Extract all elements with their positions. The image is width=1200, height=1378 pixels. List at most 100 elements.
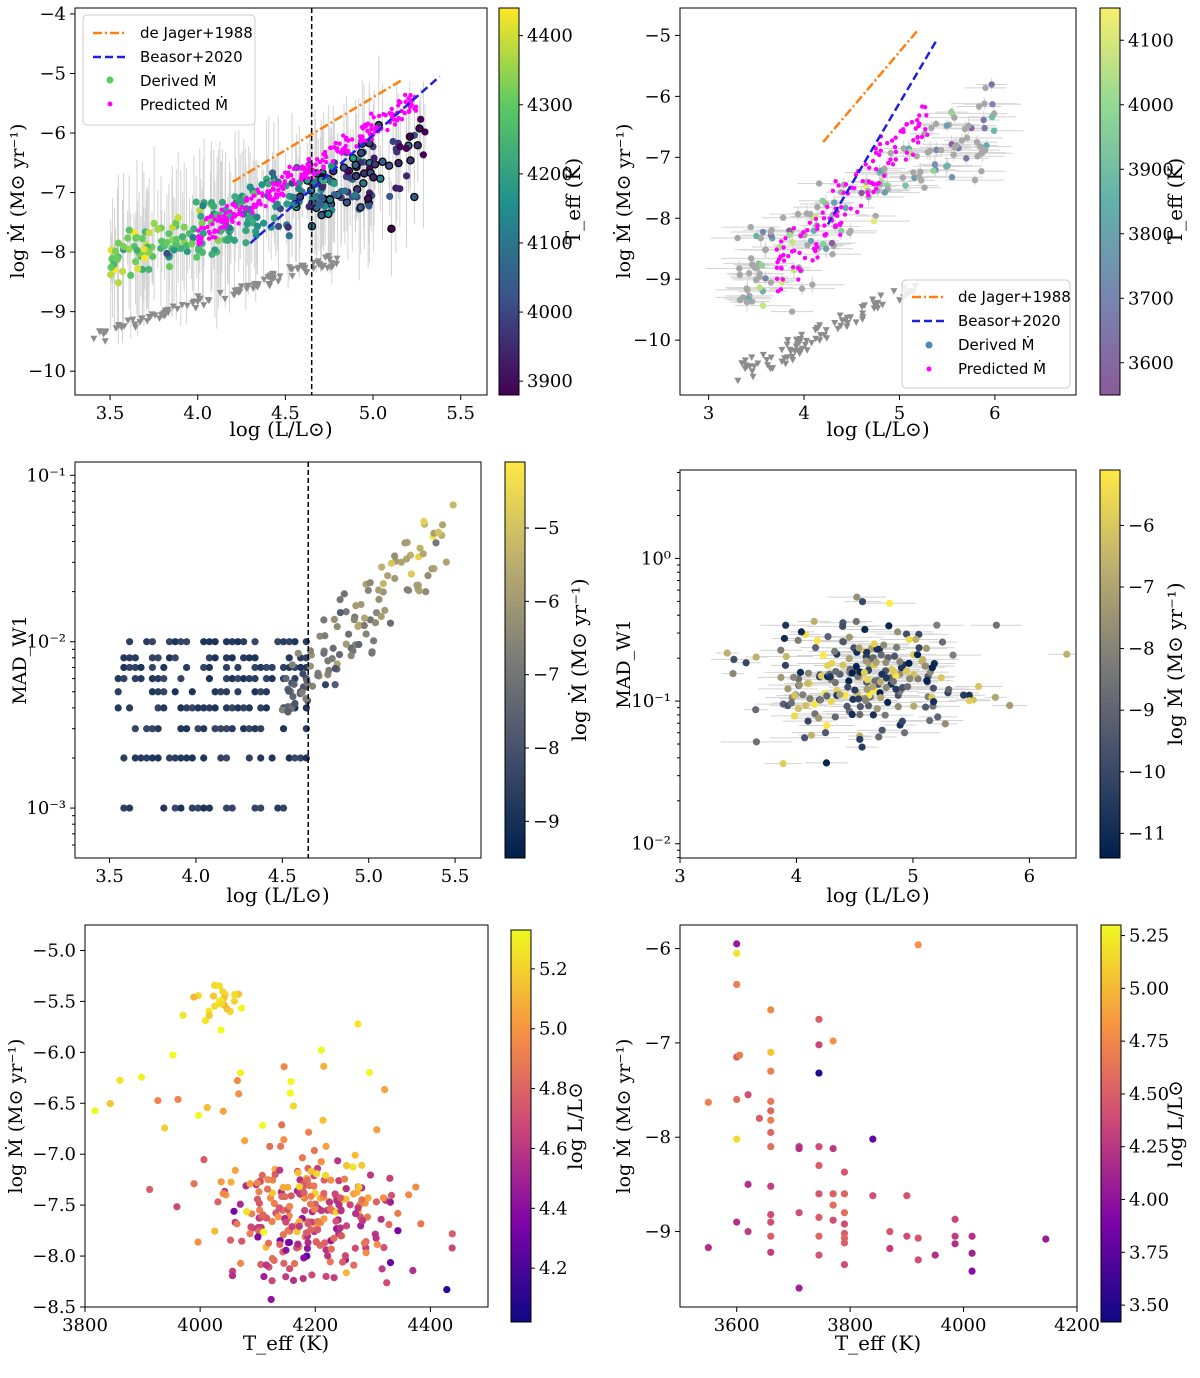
derived-point	[787, 699, 796, 707]
data-point	[951, 1215, 959, 1223]
data-point	[125, 704, 134, 712]
derived-point	[410, 192, 419, 202]
data-point	[291, 754, 299, 762]
upper-limit-marker	[741, 365, 749, 373]
predicted-point	[922, 104, 928, 110]
panel-1-legend-derived: Derived Ṁ	[140, 71, 216, 90]
upper-limit-marker	[173, 305, 181, 313]
data-point	[165, 638, 174, 646]
derived-point	[734, 234, 741, 242]
derived-point	[336, 595, 344, 604]
derived-point	[950, 151, 957, 159]
predicted-point	[802, 255, 808, 261]
derived-point	[922, 662, 930, 670]
predicted-point	[408, 93, 413, 98]
derived-point	[933, 146, 940, 154]
data-point	[234, 663, 242, 672]
derived-point	[376, 174, 385, 183]
predicted-point	[774, 265, 780, 270]
panel-2-legend-predicted: Predicted Ṁ	[958, 359, 1046, 378]
upper-limit-marker	[333, 260, 341, 268]
data-point	[131, 725, 139, 733]
panel-6-x-label: T_eff (K)	[835, 1331, 921, 1355]
derived-point	[377, 1215, 385, 1223]
derived-point	[178, 233, 187, 241]
derived-point	[241, 1137, 249, 1145]
derived-point	[161, 1124, 169, 1132]
upper-limit-marker	[801, 341, 809, 349]
derived-point	[264, 1176, 272, 1184]
y-tick-label: −9	[644, 1222, 671, 1243]
data-point	[234, 704, 242, 712]
derived-point	[325, 666, 333, 674]
derived-point	[355, 1183, 363, 1191]
derived-point	[268, 169, 277, 177]
derived-point	[320, 616, 328, 624]
upper-limit-marker	[796, 339, 804, 346]
upper-limit-marker	[796, 350, 804, 358]
y-tick-label: −10	[633, 330, 671, 351]
derived-point	[274, 1213, 282, 1221]
data-point	[234, 688, 242, 696]
derived-point	[406, 156, 415, 165]
predicted-point	[398, 100, 403, 105]
data-point	[886, 1227, 894, 1236]
predicted-point	[322, 149, 328, 155]
derived-point	[752, 276, 760, 284]
derived-point	[932, 120, 940, 128]
derived-point	[784, 685, 792, 693]
predicted-point	[250, 210, 255, 216]
derived-point	[331, 681, 339, 689]
derived-point	[294, 1169, 302, 1177]
derived-point	[275, 1204, 283, 1212]
predicted-point	[293, 165, 299, 170]
derived-point	[420, 517, 428, 526]
upper-limit-marker	[860, 302, 868, 309]
data-point	[183, 663, 191, 672]
derived-point	[300, 1189, 308, 1197]
x-tick-label: 4200	[292, 1315, 338, 1336]
data-point	[274, 638, 282, 646]
predicted-point	[867, 165, 872, 170]
data-point	[240, 675, 248, 683]
upper-limit-marker	[146, 314, 154, 321]
derived-point	[899, 174, 907, 181]
data-point	[251, 804, 259, 812]
predicted-point	[196, 228, 201, 233]
derived-point	[183, 247, 191, 256]
y-tick-label: −6.0	[32, 1042, 76, 1063]
y-tick-label: −5.0	[32, 940, 76, 961]
derived-point	[177, 244, 185, 253]
data-point	[795, 1209, 803, 1217]
panel-2-x-ticks: 3 4 5 6	[703, 395, 1001, 424]
x-tick-label: 4400	[408, 1315, 454, 1336]
upper-limit-marker	[798, 331, 806, 339]
derived-point	[851, 686, 859, 694]
derived-point	[237, 1004, 246, 1012]
derived-point	[340, 1175, 349, 1183]
data-point	[177, 675, 185, 683]
predicted-point	[383, 113, 388, 118]
upper-limit-marker	[767, 354, 775, 362]
predicted-point	[893, 149, 899, 155]
derived-point	[200, 1155, 208, 1164]
derived-point	[347, 652, 355, 660]
derived-point	[118, 267, 127, 276]
derived-point	[339, 1258, 347, 1266]
derived-point	[885, 622, 893, 630]
derived-point	[317, 1158, 325, 1166]
derived-point	[831, 199, 838, 206]
predicted-point	[909, 119, 915, 125]
data-point	[131, 675, 139, 683]
derived-point	[839, 638, 847, 646]
predicted-point	[775, 259, 780, 265]
derived-point	[800, 734, 809, 742]
predicted-point	[813, 216, 819, 222]
data-point	[125, 804, 134, 812]
derived-point	[290, 1259, 299, 1268]
data-point	[840, 1220, 849, 1228]
derived-point	[304, 1238, 312, 1247]
derived-point	[804, 669, 812, 677]
panel-1-y-ticks: −10 −9 −8 −7 −6 −5 −4	[28, 4, 75, 382]
